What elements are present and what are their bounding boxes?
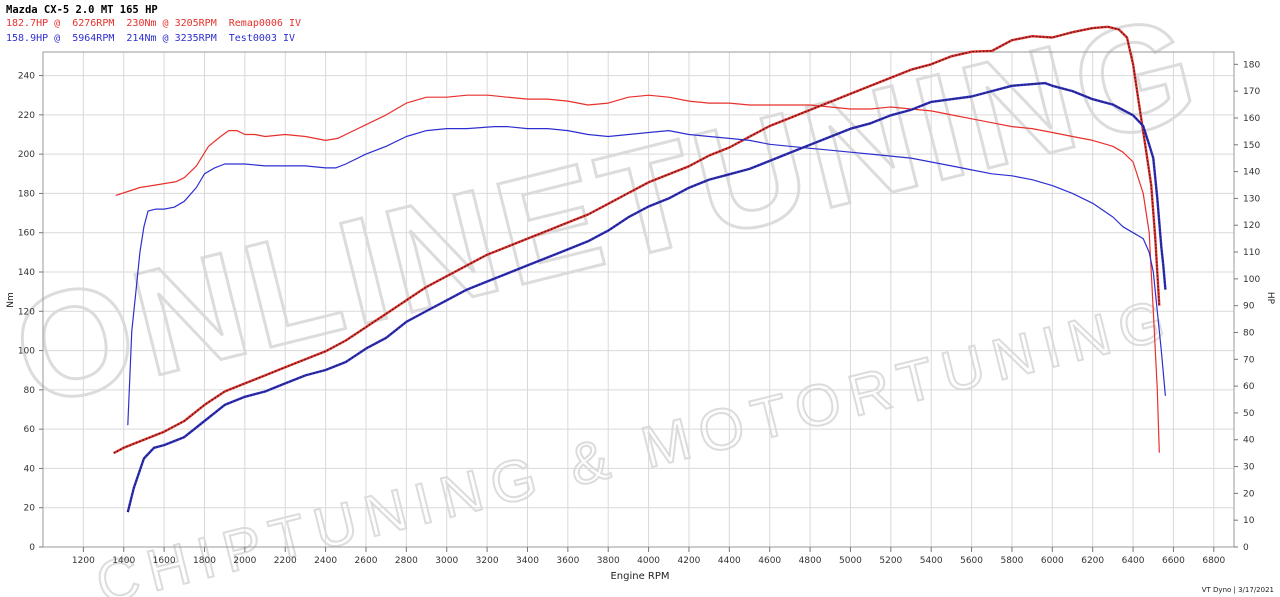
- y-right-tick-label: 0: [1243, 543, 1249, 553]
- y-left-tick-label: 180: [18, 189, 35, 199]
- x-tick-label: 3600: [556, 556, 579, 566]
- y-right-tick-label: 170: [1243, 87, 1260, 97]
- x-tick-label: 5000: [839, 556, 862, 566]
- footer-stamp: VT Dyno | 3/17/2021: [1201, 586, 1274, 594]
- y-right-tick-label: 110: [1243, 248, 1260, 258]
- y-left-tick-label: 100: [18, 347, 35, 357]
- y-left-tick-label: 160: [18, 229, 35, 239]
- x-axis-label: Engine RPM: [610, 571, 669, 582]
- y-left-tick-label: 240: [18, 72, 35, 82]
- x-tick-label: 6200: [1081, 556, 1104, 566]
- x-tick-label: 4400: [718, 556, 741, 566]
- plot-area: [42, 51, 1235, 548]
- y-left-tick-label: 140: [18, 268, 35, 278]
- x-tick-label: 4000: [637, 556, 660, 566]
- x-tick-label: 2200: [274, 556, 297, 566]
- y-left-tick-label: 60: [24, 425, 36, 435]
- y-right-tick-label: 40: [1243, 436, 1255, 446]
- run-summary-test: 158.9HP @ 5964RPM 214Nm @ 3235RPM Test00…: [6, 33, 295, 44]
- chart-title: Mazda CX-5 2.0 MT 165 HP: [6, 4, 158, 16]
- x-tick-label: 1400: [112, 556, 135, 566]
- y-axis-left: 0 20 40 60 80 100 120 140 160 180 200 220 240: [18, 72, 43, 553]
- x-tick-label: 2000: [233, 556, 256, 566]
- x-tick-label: 1200: [72, 556, 95, 566]
- x-tick-label: 2800: [395, 556, 418, 566]
- power-curve-dots-3: [127, 82, 1166, 513]
- x-tick-label: 3000: [435, 556, 458, 566]
- y-axis-right-label: HP: [1265, 292, 1275, 305]
- x-tick-label: 2400: [314, 556, 337, 566]
- y-left-tick-label: 220: [18, 111, 35, 121]
- y-left-tick-label: 20: [24, 504, 36, 514]
- y-left-tick-label: 200: [18, 150, 35, 160]
- x-tick-label: 6600: [1162, 556, 1185, 566]
- x-tick-label: 6400: [1122, 556, 1145, 566]
- y-axis-right: 0 10 20 30 40 50 60 70 80 90 100 110 120 130 140 150 160…: [1234, 60, 1260, 553]
- y-right-tick-label: 160: [1243, 114, 1260, 124]
- y-left-tick-label: 80: [24, 386, 36, 396]
- x-tick-label: 1600: [153, 556, 176, 566]
- x-tick-label: 5200: [879, 556, 902, 566]
- run-summary-remap: 182.7HP @ 6276RPM 230Nm @ 3205RPM Remap0…: [6, 18, 302, 29]
- series-group: [113, 25, 1167, 513]
- x-tick-label: 3400: [516, 556, 539, 566]
- y-right-tick-label: 10: [1243, 516, 1255, 526]
- y-right-tick-label: 120: [1243, 221, 1260, 231]
- y-left-tick-label: 120: [18, 307, 35, 317]
- y-right-tick-label: 50: [1243, 409, 1255, 419]
- y-right-tick-label: 30: [1243, 463, 1255, 473]
- x-tick-label: 4800: [799, 556, 822, 566]
- torque-curve-2: [127, 125, 1166, 426]
- x-tick-label: 6000: [1041, 556, 1064, 566]
- y-right-tick-label: 180: [1243, 60, 1260, 70]
- y-right-tick-label: 130: [1243, 194, 1260, 204]
- x-tick-label: 5600: [960, 556, 983, 566]
- y-right-tick-label: 150: [1243, 141, 1260, 151]
- y-right-tick-label: 70: [1243, 355, 1255, 365]
- x-tick-label: 4600: [758, 556, 781, 566]
- y-right-tick-label: 20: [1243, 489, 1255, 499]
- y-left-tick-label: 0: [29, 543, 35, 553]
- x-tick-label: 3800: [597, 556, 620, 566]
- x-tick-label: 6800: [1202, 556, 1225, 566]
- y-axis-left-label: Nm: [6, 292, 16, 308]
- y-right-tick-label: 60: [1243, 382, 1255, 392]
- y-left-tick-label: 40: [24, 464, 36, 474]
- x-tick-label: 3200: [476, 556, 499, 566]
- y-right-tick-label: 90: [1243, 302, 1255, 312]
- y-right-tick-label: 140: [1243, 168, 1260, 178]
- x-axis: 1200 1400 1600 1800 2000 2200 2400 2600 2800 3000…: [72, 547, 1226, 566]
- y-right-tick-label: 100: [1243, 275, 1260, 285]
- x-tick-label: 2600: [355, 556, 378, 566]
- x-tick-label: 5800: [1000, 556, 1023, 566]
- torque-curve-0: [115, 94, 1160, 453]
- y-right-tick-label: 80: [1243, 328, 1255, 338]
- x-tick-label: 4200: [678, 556, 701, 566]
- power-curve-dots-1: [113, 26, 1160, 454]
- x-tick-label: 1800: [193, 556, 216, 566]
- x-tick-label: 5400: [920, 556, 943, 566]
